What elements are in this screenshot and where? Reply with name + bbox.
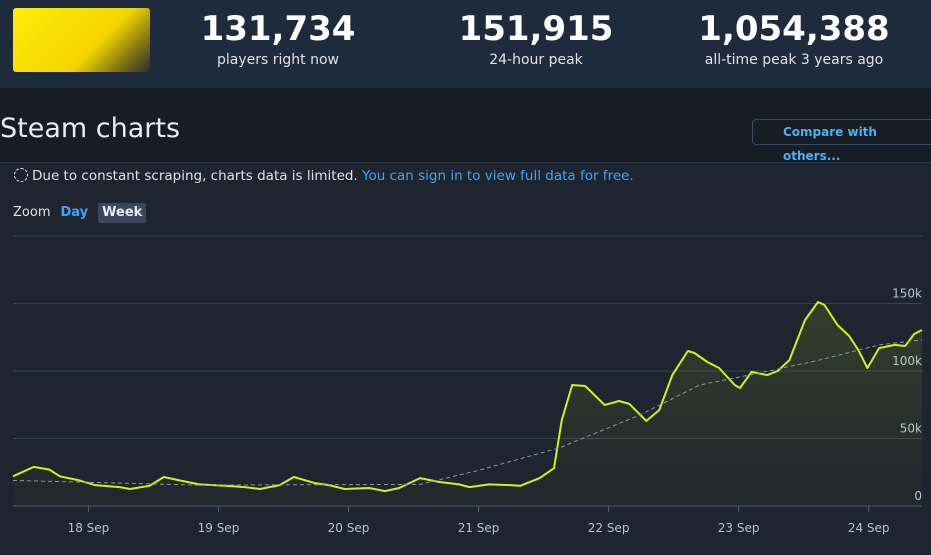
x-tick-label: 19 Sep xyxy=(198,521,240,535)
y-tick-label: 150k xyxy=(892,287,922,301)
section-title: Steam charts xyxy=(0,113,181,144)
header: 131,734 players right now 151,915 24-hour … xyxy=(0,0,931,88)
zoom-option[interactable]: Week xyxy=(98,203,147,223)
notice-text: Due to constant scraping, charts data is… xyxy=(32,168,358,184)
zoom-label: Zoom xyxy=(13,205,51,220)
stat-label: players right now xyxy=(217,52,339,68)
stat-value: 131,734 xyxy=(200,9,356,49)
x-tick-label: 21 Sep xyxy=(458,521,500,535)
stat: 131,734 players right now xyxy=(148,8,408,70)
stat-value: 1,054,388 xyxy=(698,9,890,49)
zoom-option[interactable]: Day xyxy=(60,205,89,220)
x-tick-label: 22 Sep xyxy=(588,521,630,535)
sign-in-link[interactable]: You can sign in to view full data for fr… xyxy=(362,168,634,184)
series-line xyxy=(12,301,923,493)
game-thumbnail[interactable] xyxy=(13,8,150,72)
stat-value: 151,915 xyxy=(458,9,614,49)
notice-icon xyxy=(14,168,28,182)
x-tick-label: 18 Sep xyxy=(68,521,110,535)
x-tick-label: 23 Sep xyxy=(718,521,760,535)
x-tick-label: 24 Sep xyxy=(848,521,890,535)
area-fill xyxy=(13,302,922,506)
notice: Due to constant scraping, charts data is… xyxy=(14,168,634,184)
compare-button[interactable]: Compare with others... xyxy=(752,119,931,163)
stat-label: 24-hour peak xyxy=(489,52,583,68)
stat-label: all-time peak 3 years ago xyxy=(704,52,884,68)
stat: 1,054,388 all-time peak 3 years ago xyxy=(664,8,924,70)
x-tick-label: 20 Sep xyxy=(328,521,370,535)
stat: 151,915 24-hour peak xyxy=(406,8,666,70)
series-line xyxy=(12,339,923,486)
zoom-bar: Zoom Day Week xyxy=(13,203,147,223)
